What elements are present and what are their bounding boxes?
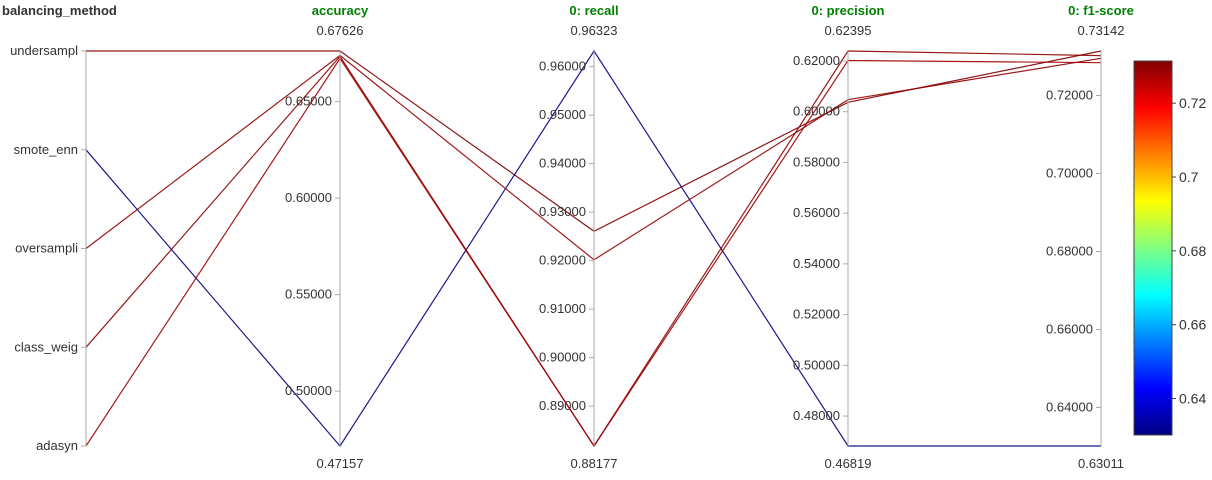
tick-label: 0.52000: [793, 307, 840, 322]
colorbar-tick-label: 0.7: [1179, 169, 1199, 185]
tick-label: 0.72000: [1046, 88, 1093, 103]
range-max-label: 0.73142: [1078, 23, 1125, 38]
colorbar-tick-label: 0.72: [1179, 95, 1206, 111]
tick-label: 0.58000: [793, 154, 840, 169]
category-label: undersampl: [10, 43, 78, 58]
axis-title: 0: recall: [569, 3, 618, 18]
tick-label: 0.94000: [539, 156, 586, 171]
axis-0-precision[interactable]: 0: precision 0.62395 0.46819 0.48000 0.50000…: [793, 3, 885, 471]
tick-label: 0.54000: [793, 256, 840, 271]
tick-label: 0.95000: [539, 107, 586, 122]
range-min-label: 0.46819: [825, 456, 872, 471]
axis-title: balancing_method: [2, 3, 117, 18]
range-min-label: 0.63011: [1078, 456, 1124, 471]
tick-label: 0.65000: [285, 94, 332, 109]
axis-balancing-method[interactable]: balancing_method undersampl smote_ennovers…: [2, 3, 117, 453]
tick-label: 0.92000: [539, 253, 586, 268]
category-label: oversampli: [15, 241, 78, 256]
tick-label: 0.55000: [285, 287, 332, 302]
tick-label: 0.60000: [793, 104, 840, 119]
tick-label: 0.90000: [539, 350, 586, 365]
tick-label: 0.64000: [1046, 399, 1093, 414]
tick-label: 0.66000: [1046, 321, 1093, 336]
axis-title: 0: f1-score: [1068, 3, 1134, 18]
tick-label: 0.48000: [793, 408, 840, 423]
tick-label: 0.62000: [793, 53, 840, 68]
range-min-label: 0.47157: [317, 456, 364, 471]
colorbar-tick-label: 0.66: [1179, 317, 1206, 333]
tick-label: 0.93000: [539, 204, 586, 219]
tick-label: 0.96000: [539, 59, 586, 74]
range-max-label: 0.67626: [317, 23, 364, 38]
category-label: smote_enn: [14, 142, 78, 157]
axis-accuracy[interactable]: accuracy 0.67626 0.47157 0.50000 0.55000 0.60…: [285, 3, 369, 471]
range-max-label: 0.62395: [825, 23, 872, 38]
colorbar-tick-label: 0.64: [1179, 390, 1206, 406]
tick-label: 0.68000: [1046, 243, 1093, 258]
axis-title: 0: precision: [812, 3, 885, 18]
range-min-label: 0.88177: [571, 456, 618, 471]
tick-label: 0.91000: [539, 301, 586, 316]
range-max-label: 0.96323: [571, 23, 618, 38]
tick-label: 0.50000: [793, 357, 840, 372]
tick-label: 0.50000: [285, 383, 332, 398]
colorbar-tick-label: 0.68: [1179, 243, 1206, 259]
tick-label: 0.56000: [793, 205, 840, 220]
tick-label: 0.60000: [285, 190, 332, 205]
axes-layer: balancing_method undersampl smote_ennovers…: [2, 3, 1134, 471]
axis-title: accuracy: [312, 3, 369, 18]
tick-label: 0.70000: [1046, 166, 1093, 181]
colorbar: 0.64 0.66 0.68 0.7 0.72: [1133, 60, 1206, 436]
colorbar-gradient: [1133, 60, 1173, 436]
category-label: class_weig: [14, 339, 78, 354]
axis-0-f1-score[interactable]: 0: f1-score 0.73142 0.63011 0.64000 0.66000 0…: [1046, 3, 1134, 471]
category-label: adasyn: [36, 438, 78, 453]
tick-label: 0.89000: [539, 398, 586, 413]
axis-0-recall[interactable]: 0: recall 0.96323 0.88177 0.89000 0.90000 0.9…: [539, 3, 619, 471]
